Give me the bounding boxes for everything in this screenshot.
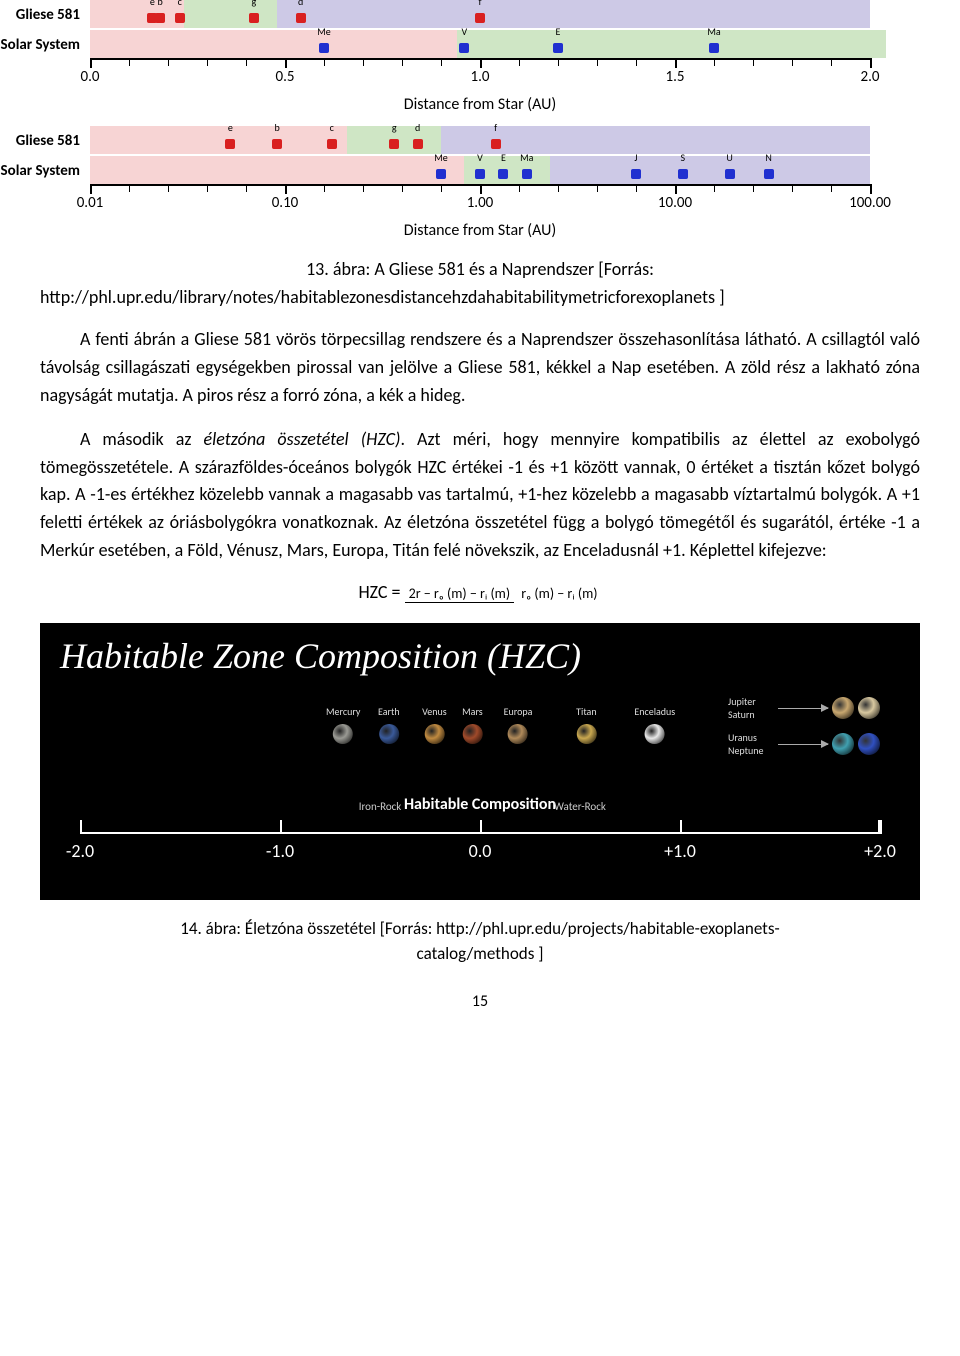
tick-label: 0.5 <box>276 68 295 86</box>
tick-label: 1.5 <box>666 68 685 86</box>
planet-label: c <box>330 121 334 134</box>
planet-marker <box>296 13 306 23</box>
hzc-giant-row: Jupiter Saturn <box>728 695 880 721</box>
planet-label: b <box>275 121 280 134</box>
planet-label: d <box>298 0 303 8</box>
hzc-planet: Enceladus <box>634 705 675 744</box>
hzc-planet: Mercury <box>326 705 360 744</box>
hzc-subtitle: Habitable Composition <box>60 795 900 814</box>
figure13-caption-line2: http://phl.upr.edu/library/notes/habitab… <box>40 286 920 308</box>
hzc-tick-label: -1.0 <box>266 840 294 862</box>
formula-denominator: rₒ (m) − rᵢ (m) <box>517 585 601 602</box>
planet-label: V <box>477 151 483 164</box>
planet-marker <box>319 43 329 53</box>
planet-marker <box>272 139 282 149</box>
planet-label: V <box>462 25 468 38</box>
hzc-giant-row: Uranus Neptune <box>728 731 880 757</box>
tick-label: 0.01 <box>77 194 104 212</box>
page-number: 15 <box>40 992 920 1011</box>
hzc-tick-label: -2.0 <box>66 840 94 862</box>
planet-label: e <box>150 0 155 8</box>
hzc-figure-title: Habitable Zone Composition (HZC) <box>60 635 900 677</box>
planet-label: E <box>501 151 506 164</box>
planet-marker <box>155 13 165 23</box>
planet-label: U <box>726 151 732 164</box>
planet-marker <box>631 169 641 179</box>
hzc-tick-label: +2.0 <box>864 840 896 862</box>
planet-marker <box>413 139 423 149</box>
planet-label: d <box>415 121 420 134</box>
tick-label: 1.00 <box>467 194 494 212</box>
row-label: Solar System <box>1 162 80 180</box>
planet-label: c <box>178 0 182 8</box>
planet-marker <box>678 169 688 179</box>
hzc-planet: Mars <box>462 705 483 744</box>
figure13-caption-line1: 13. ábra: A Gliese 581 és a Naprendszer … <box>40 258 920 280</box>
planet-marker <box>522 169 532 179</box>
planet-marker <box>725 169 735 179</box>
planet-marker <box>709 43 719 53</box>
tick-label: 10.00 <box>658 194 692 212</box>
hzc-figure: Habitable Zone Composition (HZC) Jupiter… <box>40 623 920 900</box>
planet-marker <box>249 13 259 23</box>
planet-marker <box>553 43 563 53</box>
planet-label: g <box>251 0 256 8</box>
planet-label: J <box>634 151 637 164</box>
planet-marker <box>475 169 485 179</box>
planet-marker <box>389 139 399 149</box>
tick-label: 100.00 <box>849 194 891 212</box>
formula-numerator: 2r − rₒ (m) − rᵢ (m) <box>405 585 515 603</box>
planet-marker <box>327 139 337 149</box>
planet-label: N <box>765 151 771 164</box>
planet-label: g <box>392 121 397 134</box>
planet-label: E <box>556 25 561 38</box>
row-label: Gliese 581 <box>16 6 80 24</box>
hzc-planet: Europa <box>504 705 533 744</box>
paragraph-1: A fenti ábrán a Gliese 581 vörös törpecs… <box>40 326 920 410</box>
planet-label: e <box>228 121 233 134</box>
tick-label: 1.0 <box>471 68 490 86</box>
hzc-sublabel: Water-Rock <box>554 800 606 813</box>
tick-label: 2.0 <box>861 68 880 86</box>
planet-marker <box>225 139 235 149</box>
row-label: Gliese 581 <box>16 132 80 150</box>
planet-marker <box>498 169 508 179</box>
planet-label: Me <box>317 25 331 38</box>
planet-label: Ma <box>520 151 533 164</box>
planet-marker <box>475 13 485 23</box>
formula-label: HZC = <box>358 581 400 603</box>
planet-marker <box>491 139 501 149</box>
figure14-caption-line2: catalog/methods ] <box>40 943 920 964</box>
tick-label: 0.0 <box>81 68 100 86</box>
planet-marker <box>175 13 185 23</box>
planet-marker <box>764 169 774 179</box>
hzc-planet: Venus <box>422 705 447 744</box>
figure14-caption-line1: 14. ábra: Életzóna összetétel [Forrás: h… <box>40 918 920 939</box>
row-zones <box>90 126 870 154</box>
paragraph-2: A második az életzóna összetétel (HZC). … <box>40 426 920 565</box>
planet-label: f <box>478 0 481 8</box>
planet-label: f <box>494 121 497 134</box>
hzc-planet: Earth <box>378 705 400 744</box>
hzc-sublabel: Iron-Rock <box>359 800 402 813</box>
gliese-solar-log-chart: Gliese 581ebcgdfSolar SystemMeVEMaJSUN0.… <box>40 126 920 240</box>
hzc-planet: Titan <box>576 705 596 744</box>
gliese-solar-linear-chart: Gliese 581ebcgdfSolar SystemMeVEMa0.00.5… <box>40 0 920 114</box>
row-label: Solar System <box>1 36 80 54</box>
planet-label: S <box>680 151 685 164</box>
hzc-formula: HZC = 2r − rₒ (m) − rᵢ (m) rₒ (m) − rᵢ (… <box>40 581 920 603</box>
planet-marker <box>436 169 446 179</box>
tick-label: 0.10 <box>272 194 299 212</box>
hzc-tick-label: 0.0 <box>469 840 492 862</box>
hzc-tick-label: +1.0 <box>664 840 696 862</box>
row-zones <box>90 30 870 58</box>
planet-label: Me <box>434 151 448 164</box>
planet-marker <box>459 43 469 53</box>
planet-label: Ma <box>707 25 720 38</box>
planet-label: b <box>158 0 163 8</box>
